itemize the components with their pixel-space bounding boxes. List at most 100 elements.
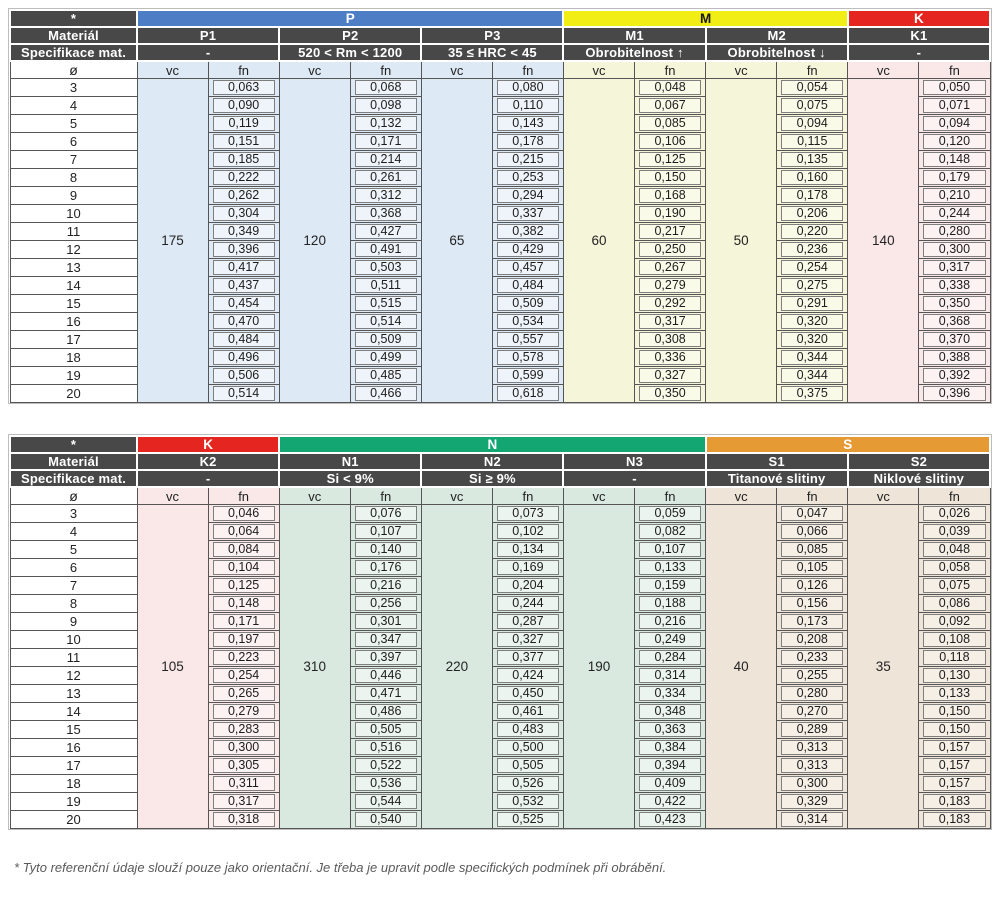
diameter-cell: 20 — [9, 384, 138, 403]
fn-cell-N3: 0,384 — [634, 738, 707, 757]
fn-cell-M1: 0,048 — [634, 78, 707, 97]
vc-header-S1: vc — [705, 486, 778, 505]
fn-cell-S1: 0,047 — [776, 504, 849, 523]
fn-cell-K2: 0,084 — [207, 540, 280, 559]
fn-cell-K2: 0,197 — [207, 630, 280, 649]
fn-value: 0,317 — [212, 794, 275, 809]
fn-cell-M2: 0,320 — [776, 312, 849, 331]
fn-value: 0,336 — [639, 350, 702, 365]
fn-cell-N3: 0,107 — [634, 540, 707, 559]
fn-value: 0,160 — [781, 170, 844, 185]
fn-value: 0,417 — [212, 260, 275, 275]
spec-cell-P3: 35 ≤ HRC < 45 — [420, 43, 565, 62]
fn-value: 0,292 — [639, 296, 702, 311]
fn-header-S1: fn — [776, 486, 849, 505]
fn-cell-S1: 0,156 — [776, 594, 849, 613]
fn-value: 0,514 — [212, 386, 275, 401]
fn-value: 0,026 — [923, 506, 986, 521]
fn-cell-S2: 0,183 — [918, 792, 991, 811]
fn-cell-N2: 0,204 — [491, 576, 564, 595]
diameter-header: ø — [9, 60, 138, 79]
table-row: 3 175 0,063 120 0,068 65 0,080 60 0,048 50 0,054 14… — [9, 78, 991, 403]
fn-cell-P2: 0,368 — [349, 204, 422, 223]
diameter-cell: 17 — [9, 330, 138, 349]
spec-cell-N3: - — [562, 469, 707, 488]
fn-value: 0,214 — [354, 152, 417, 167]
diameter-cell: 4 — [9, 96, 138, 115]
fn-value: 0,244 — [923, 206, 986, 221]
table-row: 7 0,125 0,216 0,204 0,159 0,126 0,075 — [9, 576, 991, 595]
fn-value: 0,075 — [781, 98, 844, 113]
fn-value: 0,320 — [781, 332, 844, 347]
fn-cell-S2: 0,150 — [918, 720, 991, 739]
fn-cell-K1: 0,388 — [918, 348, 991, 367]
vc-header-N3: vc — [562, 486, 636, 505]
diameter-cell: 17 — [9, 756, 138, 775]
fn-value: 0,104 — [212, 560, 275, 575]
fn-cell-S2: 0,157 — [918, 738, 991, 757]
group-header-S: S — [704, 435, 992, 454]
diameter-cell: 14 — [9, 702, 138, 721]
diameter-cell: 3 — [9, 504, 138, 523]
fn-value: 0,344 — [781, 350, 844, 365]
fn-cell-N1: 0,540 — [349, 810, 422, 829]
fn-value: 0,313 — [781, 758, 844, 773]
fn-cell-N3: 0,394 — [634, 756, 707, 775]
fn-cell-N1: 0,140 — [349, 540, 422, 559]
diameter-cell: 11 — [9, 648, 138, 667]
fn-cell-P3: 0,429 — [491, 240, 564, 259]
fn-cell-N3: 0,249 — [634, 630, 707, 649]
fn-value: 0,454 — [212, 296, 275, 311]
fn-value: 0,312 — [354, 188, 417, 203]
fn-cell-M1: 0,350 — [634, 384, 707, 403]
spec-cell-P1: - — [135, 43, 281, 62]
cutting-table-top-wrap: * P M K Materiál P1 P2 P3 M1 M2 K1 Specifikace mat.… — [8, 8, 992, 404]
fn-value: 0,291 — [781, 296, 844, 311]
fn-value: 0,348 — [639, 704, 702, 719]
table-row: 12 0,254 0,446 0,424 0,314 0,255 0,130 — [9, 666, 991, 685]
fn-value: 0,085 — [639, 116, 702, 131]
fn-cell-K1: 0,210 — [918, 186, 991, 205]
fn-cell-N1: 0,544 — [349, 792, 422, 811]
fn-cell-S1: 0,270 — [776, 702, 849, 721]
fn-value: 0,132 — [354, 116, 417, 131]
spec-cell-K2: - — [135, 469, 281, 488]
table-row: 17 0,484 0,509 0,557 0,308 0,320 0,370 — [9, 330, 991, 349]
fn-value: 0,618 — [496, 386, 559, 401]
fn-header-S2: fn — [918, 486, 991, 505]
fn-cell-M2: 0,094 — [776, 114, 849, 133]
diameter-cell: 7 — [9, 576, 138, 595]
fn-cell-N1: 0,256 — [349, 594, 422, 613]
fn-value: 0,054 — [781, 80, 844, 95]
fn-cell-M1: 0,308 — [634, 330, 707, 349]
fn-value: 0,505 — [496, 758, 559, 773]
fn-value: 0,086 — [923, 596, 986, 611]
diameter-cell: 5 — [9, 540, 138, 559]
fn-cell-K1: 0,368 — [918, 312, 991, 331]
fn-value: 0,183 — [923, 794, 986, 809]
table-row: 15 0,283 0,505 0,483 0,363 0,289 0,150 — [9, 720, 991, 739]
diameter-cell: 15 — [9, 720, 138, 739]
fn-value: 0,159 — [639, 578, 702, 593]
fn-cell-M2: 0,254 — [776, 258, 849, 277]
fn-cell-S1: 0,289 — [776, 720, 849, 739]
fn-cell-M2: 0,344 — [776, 348, 849, 367]
fn-value: 0,516 — [354, 740, 417, 755]
fn-value: 0,176 — [354, 560, 417, 575]
fn-cell-K2: 0,318 — [207, 810, 280, 829]
fn-cell-M1: 0,279 — [634, 276, 707, 295]
fn-cell-S1: 0,233 — [776, 648, 849, 667]
fn-cell-N2: 0,450 — [491, 684, 564, 703]
fn-value: 0,067 — [639, 98, 702, 113]
fn-value: 0,102 — [496, 524, 559, 539]
table-row: 3 105 0,046 310 0,076 220 0,073 190 0,059 40 0,047… — [9, 504, 991, 829]
fn-cell-P1: 0,304 — [207, 204, 280, 223]
fn-value: 0,308 — [639, 332, 702, 347]
fn-value: 0,300 — [781, 776, 844, 791]
fn-cell-K2: 0,300 — [207, 738, 280, 757]
spec-cell-S1: Titanové slitiny — [704, 469, 849, 488]
fn-value: 0,388 — [923, 350, 986, 365]
table-row: 13 0,265 0,471 0,450 0,334 0,280 0,133 — [9, 684, 991, 703]
fn-value: 0,304 — [212, 206, 275, 221]
diameter-cell: 3 — [9, 78, 138, 97]
